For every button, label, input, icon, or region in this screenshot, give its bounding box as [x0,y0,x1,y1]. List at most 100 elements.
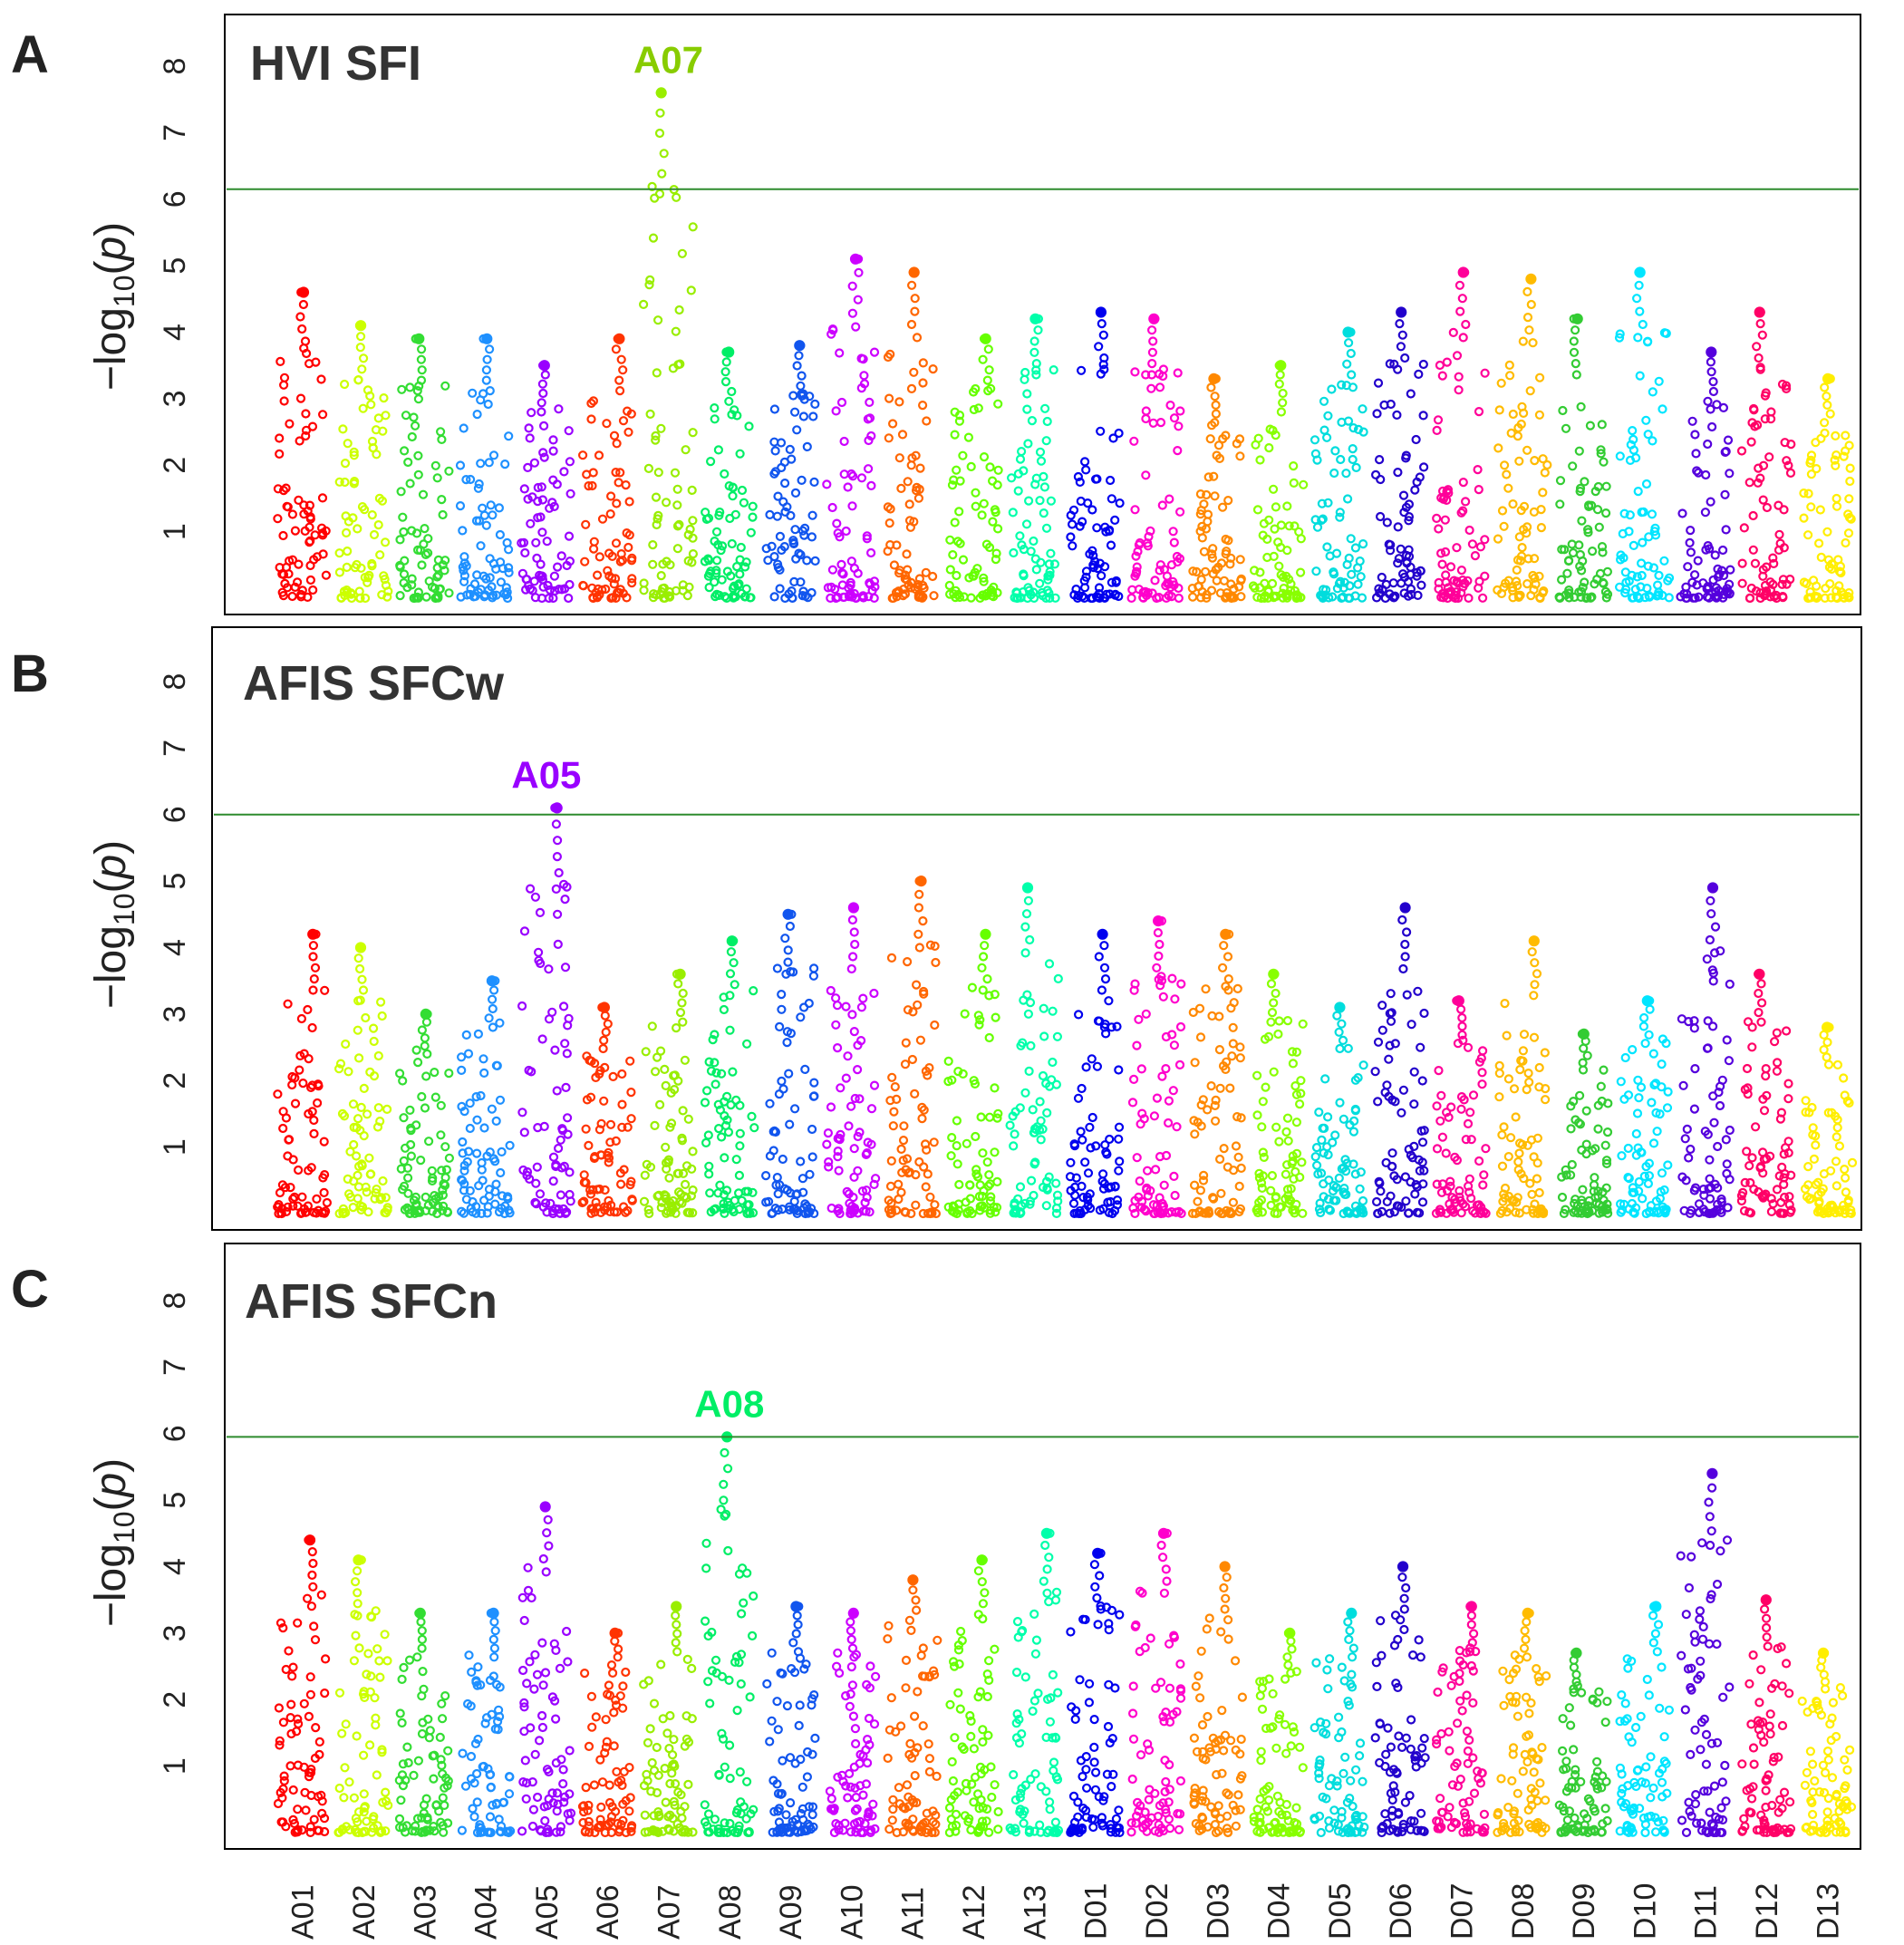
snp-point [369,1023,379,1033]
snp-point [625,1056,635,1066]
snp-point [952,1116,962,1126]
snp-point [1642,583,1652,594]
snp-point [1131,551,1141,561]
snp-point [1602,1127,1613,1137]
snp-point [420,523,430,534]
snp-point [986,1192,996,1202]
snp-point [1645,592,1655,602]
snp-point [987,1792,997,1803]
snp-point [1374,584,1384,594]
snp-point [744,421,754,431]
snp-point [1342,494,1353,504]
snp-point [906,319,917,330]
snp-point [1039,482,1050,492]
snp-point [739,1598,749,1608]
snp-point [1286,579,1296,589]
snp-point [455,460,466,470]
snp-point [688,1147,698,1156]
snp-point [1030,554,1040,564]
snp-point [1027,416,1038,426]
snp-point [664,1173,674,1183]
chromosome-A09-points [760,908,819,1219]
snp-point [1713,1183,1723,1193]
snp-point [305,1672,315,1682]
snp-point [1538,454,1548,464]
snp-point [552,909,563,919]
snp-point [952,465,962,475]
snp-point [288,1155,298,1165]
snp-point [884,518,894,528]
snp-point [1679,1205,1689,1215]
snp-point [1775,1208,1785,1218]
panel-c-ytick: 7 [158,1359,192,1376]
snp-point [810,1733,820,1744]
snp-point [544,964,554,974]
snp-point [767,541,777,551]
snp-point [1745,1177,1755,1188]
snp-point [1577,1145,1587,1156]
snp-point [1536,522,1547,533]
snp-point [919,583,929,594]
snp-point [465,474,476,485]
snp-point [605,1137,615,1147]
snp-point [1452,351,1463,361]
snp-point [1291,1118,1302,1127]
snp-point [1654,570,1664,581]
snp-point [1334,1027,1344,1037]
snp-point [579,1196,589,1206]
snp-point [601,1027,611,1037]
snp-point [1299,479,1309,489]
snp-point [703,1130,713,1140]
snp-point [1844,593,1854,603]
snp-point [682,590,692,601]
snp-point [1681,582,1691,592]
snp-point [1528,338,1538,348]
snp-point [1015,1103,1025,1113]
snp-point [427,1166,437,1176]
snp-point [1437,1132,1448,1142]
chromosome-D11-top-snp [1706,882,1719,894]
snp-point [797,371,807,381]
snp-point [720,1511,730,1521]
snp-point [561,1082,571,1093]
snp-point [417,1626,427,1636]
snp-point [1706,367,1716,377]
snp-point [966,1731,976,1742]
snp-point [1189,1180,1200,1190]
snp-point [1236,574,1246,585]
snp-point [367,558,377,569]
snp-point [896,483,906,494]
snp-point [334,548,344,558]
snp-point [517,1592,527,1602]
snp-point [719,1479,729,1489]
panel-a-points [273,87,1856,604]
snp-point [1207,553,1218,563]
snp-point [907,1054,918,1065]
snp-point [1046,548,1056,558]
panel-a-letter: A [11,25,49,84]
snp-point [471,1091,481,1102]
snp-point [1314,1205,1325,1214]
snp-point [1132,1153,1142,1163]
snp-point [672,192,681,202]
snp-point [773,491,783,501]
snp-point [1737,1187,1748,1198]
snp-point [846,1827,856,1837]
snp-point [462,1698,473,1709]
snp-point [1509,1084,1520,1094]
snp-point [1353,579,1363,589]
snp-point [320,985,330,995]
snp-point [915,1035,926,1045]
snp-point [421,592,431,602]
chromosome-A10-top-snp [847,902,860,914]
snp-point [380,1630,390,1640]
snp-point [302,348,312,359]
snp-point [1464,593,1474,604]
snp-point [780,934,790,943]
snp-point [736,1650,747,1660]
snp-point [597,1777,608,1787]
snp-point [581,1177,591,1188]
snp-point [650,1120,660,1131]
snp-point [1320,1074,1330,1084]
snp-point [1208,544,1218,554]
